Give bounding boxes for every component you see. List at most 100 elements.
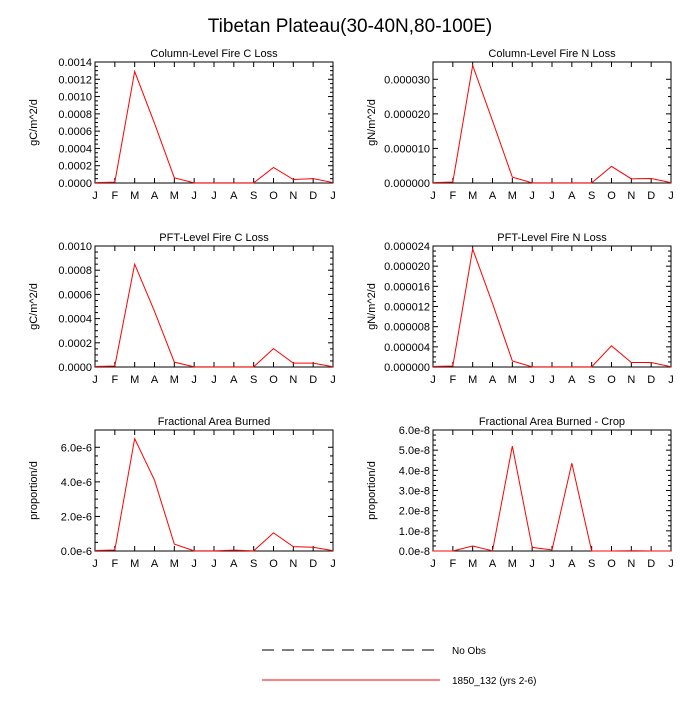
x-tick-label: J <box>668 190 674 202</box>
x-tick-label: O <box>269 374 278 386</box>
chart-title: PFT-Level Fire C Loss <box>159 232 269 244</box>
x-tick-label: D <box>647 558 655 570</box>
y-tick-label: 0.0004 <box>58 314 92 326</box>
x-tick-label: J <box>92 190 98 202</box>
y-tick-label: 6.0e-8 <box>399 425 430 437</box>
series-line <box>95 439 333 551</box>
x-tick-label: M <box>508 558 517 570</box>
x-tick-label: S <box>250 190 257 202</box>
x-tick-label: J <box>668 374 674 386</box>
x-tick-label: S <box>588 190 595 202</box>
y-tick-label: 0.000000 <box>384 178 430 190</box>
y-tick-label: 3.0e-8 <box>399 486 430 498</box>
x-tick-label: S <box>250 558 257 570</box>
x-tick-label: J <box>330 558 336 570</box>
y-tick-label: 0.0e-8 <box>399 546 430 558</box>
x-tick-label: M <box>508 190 517 202</box>
chart-panel-2: Column-Level Fire N Loss gN/m^2/d 0.000000… <box>366 48 674 202</box>
y-axis-label: proportion/d <box>366 461 378 520</box>
x-tick-label: A <box>230 374 238 386</box>
y-tick-label: 2.0e-8 <box>399 506 430 518</box>
page-title: Tibetan Plateau(30-40N,80-100E) <box>208 16 492 37</box>
x-tick-label: A <box>489 190 497 202</box>
y-tick-label: 0.0010 <box>58 241 92 253</box>
series-line <box>95 264 333 367</box>
x-tick-label: J <box>430 190 436 202</box>
chart-title: Column-Level Fire N Loss <box>488 48 616 60</box>
x-tick-label: D <box>647 190 655 202</box>
y-tick-label: 0.000010 <box>384 143 430 155</box>
y-tick-label: 5.0e-8 <box>399 445 430 457</box>
y-tick-label: 0.000030 <box>384 74 430 86</box>
y-tick-label: 0.0004 <box>58 143 92 155</box>
x-tick-label: M <box>508 374 517 386</box>
x-tick-label: M <box>468 190 477 202</box>
y-tick-label: 0.0008 <box>58 109 92 121</box>
x-tick-label: F <box>111 374 118 386</box>
series-line <box>433 446 671 551</box>
x-tick-label: N <box>289 374 297 386</box>
y-axis-label: gN/m^2/d <box>366 99 378 146</box>
y-tick-label: 0.000020 <box>384 261 430 273</box>
legend-label-no-obs: No Obs <box>452 646 486 657</box>
x-tick-label: N <box>627 558 635 570</box>
x-tick-label: F <box>449 374 456 386</box>
x-tick-label: A <box>151 558 159 570</box>
chart-title: Column-Level Fire C Loss <box>150 48 278 60</box>
legend: No Obs 1850_132 (yrs 2-6) <box>262 646 537 687</box>
x-tick-label: A <box>151 374 159 386</box>
y-tick-label: 0.0002 <box>58 338 92 350</box>
y-tick-label: 0.0014 <box>58 57 92 69</box>
x-tick-label: M <box>170 374 179 386</box>
plot-frame <box>433 246 671 367</box>
panels: Column-Level Fire C LossgC/m^2/d0.00000.… <box>28 48 674 570</box>
x-tick-label: J <box>529 558 535 570</box>
x-tick-label: J <box>529 374 535 386</box>
x-tick-label: S <box>588 558 595 570</box>
chart-title: Fractional Area Burned - Crop <box>479 416 625 428</box>
y-tick-label: 2.0e-6 <box>61 511 92 523</box>
x-tick-label: D <box>309 374 317 386</box>
y-axis-label: proportion/d <box>28 461 40 520</box>
y-tick-label: 0.000000 <box>384 362 430 374</box>
chart-panel-1: Column-Level Fire C LossgC/m^2/d0.00000.… <box>28 48 336 202</box>
chart-title: PFT-Level Fire N Loss <box>497 232 607 244</box>
x-tick-label: A <box>568 190 576 202</box>
y-tick-label: 0.000012 <box>384 302 430 314</box>
y-tick-label: 0.0000 <box>58 178 92 190</box>
x-tick-label: O <box>607 374 616 386</box>
x-tick-label: N <box>289 558 297 570</box>
x-tick-label: O <box>607 190 616 202</box>
plot-frame <box>433 430 671 551</box>
x-tick-label: N <box>627 374 635 386</box>
x-tick-label: S <box>588 374 595 386</box>
x-tick-label: O <box>269 190 278 202</box>
y-tick-label: 0.0006 <box>58 289 92 301</box>
series-line <box>433 65 671 182</box>
x-tick-label: M <box>170 558 179 570</box>
x-tick-label: J <box>211 190 217 202</box>
x-tick-label: F <box>111 558 118 570</box>
x-tick-label: M <box>130 190 139 202</box>
y-tick-label: 0.0e-6 <box>61 546 92 558</box>
chart-panel-3: PFT-Level Fire C LossgC/m^2/d0.00000.000… <box>28 232 336 386</box>
y-tick-label: 0.0000 <box>58 362 92 374</box>
x-tick-label: A <box>568 558 576 570</box>
x-tick-label: F <box>449 558 456 570</box>
x-tick-label: J <box>549 374 555 386</box>
x-tick-label: M <box>130 374 139 386</box>
x-tick-label: F <box>111 190 118 202</box>
chart-panel-5: Fractional Area Burnedproportion/d0.0e-6… <box>28 416 336 570</box>
x-tick-label: D <box>647 374 655 386</box>
x-tick-label: J <box>92 558 98 570</box>
y-tick-label: 0.000024 <box>384 241 430 253</box>
x-tick-label: M <box>130 558 139 570</box>
x-tick-label: O <box>607 558 616 570</box>
y-tick-label: 0.000020 <box>384 109 430 121</box>
y-tick-label: 4.0e-8 <box>399 465 430 477</box>
x-tick-label: A <box>489 374 497 386</box>
y-tick-label: 0.000004 <box>384 342 430 354</box>
series-line <box>433 249 671 367</box>
